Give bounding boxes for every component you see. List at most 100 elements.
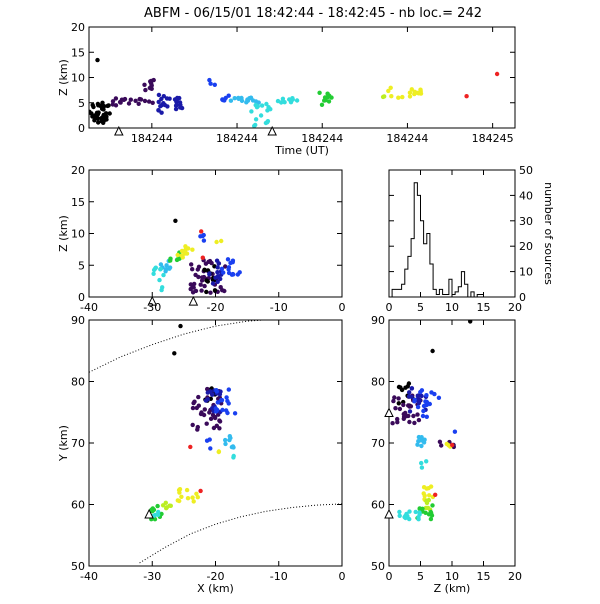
source-point	[119, 97, 125, 102]
source-point	[193, 272, 198, 278]
y-axis-label: Z (km)	[57, 215, 70, 252]
station-marker	[188, 295, 199, 306]
y-tick-label: 5	[78, 259, 85, 272]
source-point	[210, 406, 215, 411]
source-point	[175, 252, 180, 258]
source-point	[210, 392, 215, 397]
source-point	[158, 104, 163, 109]
source-point	[190, 283, 195, 289]
xz_projection-data	[151, 218, 242, 295]
source-point	[89, 109, 92, 114]
xz_projection-panel	[88, 169, 343, 306]
x-tick-label: 20	[508, 301, 522, 314]
source-point	[196, 264, 202, 269]
source-point	[167, 266, 172, 271]
source-point	[407, 404, 412, 409]
source-point	[146, 99, 152, 104]
source-point	[430, 503, 435, 508]
source-point	[208, 290, 213, 295]
source-point	[212, 82, 217, 88]
source-point	[417, 510, 422, 515]
xy_plan-data	[89, 320, 342, 564]
source-point	[202, 267, 207, 273]
x-tick-label: 184244	[386, 132, 428, 145]
source-point	[258, 113, 264, 118]
source-point	[204, 289, 209, 295]
source-point	[380, 94, 386, 100]
source-point	[416, 91, 421, 96]
source-point	[207, 77, 212, 83]
source-point	[396, 401, 401, 406]
source-point	[199, 278, 205, 283]
xy_plan-panel	[88, 319, 343, 567]
source-point	[101, 120, 106, 126]
source-point	[424, 500, 430, 506]
source-point	[183, 247, 188, 252]
source-point	[149, 78, 154, 84]
source-point	[264, 101, 269, 107]
x-tick-label: 5	[417, 570, 424, 583]
source-point	[421, 403, 427, 409]
source-point	[396, 396, 401, 401]
source-point	[239, 98, 245, 104]
source-point	[421, 408, 426, 414]
source-point	[208, 389, 213, 394]
source-point	[151, 271, 156, 276]
x-tick-label: 10	[445, 301, 459, 314]
source-point	[279, 100, 284, 105]
source-point	[416, 515, 421, 520]
source-point	[95, 57, 100, 63]
x-tick-label: -40	[80, 301, 98, 314]
source-point	[407, 94, 413, 99]
source-point	[494, 71, 500, 77]
y-tick-label: 70	[371, 437, 385, 450]
source-point	[180, 255, 185, 260]
x-tick-label: -20	[207, 570, 225, 583]
source-point	[397, 513, 402, 518]
source-point	[96, 120, 101, 125]
source-point	[142, 82, 147, 88]
source-point	[221, 270, 226, 275]
source-point	[173, 218, 178, 223]
source-point	[225, 257, 231, 262]
source-point	[439, 443, 444, 448]
source-point	[190, 247, 195, 252]
zy_projection-panel	[384, 319, 516, 567]
y-tick-label: 80	[371, 376, 385, 389]
source-point	[430, 348, 435, 354]
x-tick-label: -40	[80, 570, 98, 583]
source-point	[164, 263, 169, 268]
source-point	[215, 265, 220, 270]
station-marker	[384, 508, 394, 519]
x-tick-label: 0	[386, 301, 393, 314]
source-point	[198, 282, 203, 287]
station-marker	[147, 295, 158, 306]
source-point	[223, 264, 228, 269]
source-point	[155, 503, 160, 509]
source-point	[161, 272, 166, 278]
source-point	[99, 106, 105, 112]
source-point	[468, 320, 473, 324]
source-point	[200, 233, 205, 239]
source-point	[164, 505, 170, 510]
y-tick-label: 60	[71, 499, 85, 512]
source-point	[419, 435, 424, 440]
source-point	[401, 416, 406, 421]
source-point	[172, 351, 177, 356]
source-point	[452, 429, 458, 434]
source-point	[190, 405, 196, 411]
source-point	[188, 286, 193, 292]
source-point	[191, 400, 196, 406]
source-point	[168, 503, 173, 508]
source-point	[179, 494, 184, 499]
range-ring-1	[139, 503, 342, 564]
source-point	[223, 437, 228, 443]
source-point	[214, 423, 219, 428]
source-point	[128, 97, 133, 102]
source-point	[400, 94, 405, 100]
source-point	[244, 100, 249, 105]
x-tick-label: 10	[445, 570, 459, 583]
source-point	[212, 288, 218, 293]
source-point	[218, 285, 223, 290]
